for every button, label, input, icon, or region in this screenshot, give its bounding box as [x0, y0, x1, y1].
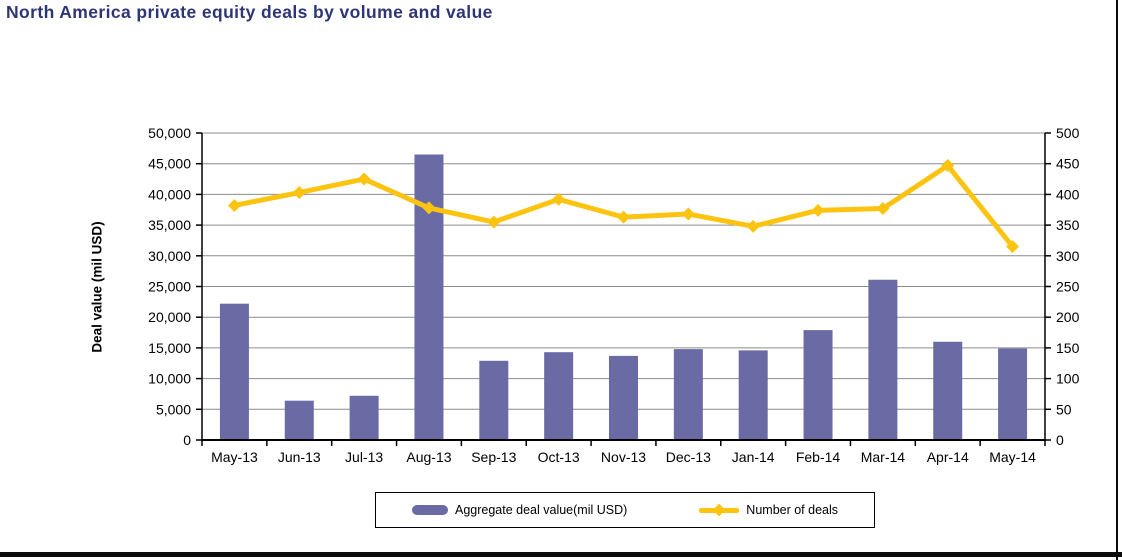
- left-tick-label: 10,000: [148, 371, 191, 387]
- right-tick-label: 300: [1056, 248, 1080, 264]
- marker-Aug-13: [422, 201, 436, 215]
- left-tick-label: 15,000: [148, 340, 191, 356]
- bar-Jul-13: [349, 395, 379, 440]
- bar-Nov-13: [609, 355, 638, 440]
- line-marker-icon: [712, 503, 726, 517]
- x-tick-label: Nov-13: [601, 449, 646, 465]
- x-tick-label: Apr-14: [927, 449, 969, 465]
- right-tick-label: 50: [1056, 401, 1072, 417]
- bar-Jan-14: [738, 350, 768, 440]
- marker-Jun-13: [292, 186, 306, 200]
- right-tick-label: 100: [1056, 371, 1080, 387]
- right-tick-label: 400: [1056, 186, 1080, 202]
- x-tick-label: Mar-14: [861, 449, 906, 465]
- left-tick-label: 35,000: [148, 217, 191, 233]
- bar-May-13: [219, 303, 249, 440]
- marker-Feb-14: [811, 203, 825, 217]
- left-tick-label: 0: [183, 432, 191, 448]
- frame-bottom-border: [0, 552, 1122, 557]
- line-series-swatch: [699, 503, 740, 517]
- frame-right-border: [1116, 0, 1118, 560]
- bar-Mar-14: [868, 279, 898, 440]
- bar-Jun-13: [284, 400, 314, 440]
- x-tick-label: Jan-14: [732, 449, 775, 465]
- marker-May-14: [1006, 240, 1020, 254]
- legend-bar-label: Aggregate deal value(mil USD): [454, 503, 628, 517]
- marker-Jan-14: [746, 219, 760, 233]
- x-tick-label: Aug-13: [406, 449, 451, 465]
- marker-Jul-13: [357, 172, 371, 186]
- x-tick-label: May-13: [211, 449, 258, 465]
- bar-Aug-13: [414, 154, 444, 441]
- legend-item-bar: Aggregate deal value(mil USD): [411, 503, 628, 517]
- left-tick-label: 20,000: [148, 309, 191, 325]
- right-tick-label: 0: [1056, 432, 1064, 448]
- legend-line-label: Number of deals: [746, 503, 839, 517]
- left-tick-label: 50,000: [148, 125, 191, 141]
- right-tick-label: 250: [1056, 279, 1080, 295]
- left-tick-label: 30,000: [148, 248, 191, 264]
- x-tick-label: Jul-13: [345, 449, 383, 465]
- right-tick-label: 350: [1056, 217, 1080, 233]
- x-tick-label: Oct-13: [538, 449, 580, 465]
- right-tick-label: 150: [1056, 340, 1080, 356]
- marker-May-13: [227, 198, 241, 212]
- marker-Dec-13: [681, 207, 695, 221]
- right-tick-label: 200: [1056, 309, 1080, 325]
- left-tick-label: 45,000: [148, 156, 191, 172]
- marker-Apr-14: [941, 159, 955, 173]
- left-tick-label: 25,000: [148, 279, 191, 295]
- x-tick-label: Dec-13: [666, 449, 711, 465]
- bar-May-14: [998, 348, 1028, 440]
- marker-Oct-13: [552, 192, 566, 206]
- bar-Dec-13: [673, 349, 703, 440]
- legend: Aggregate deal value(mil USD) Number of …: [375, 492, 875, 528]
- marker-Sep-13: [487, 215, 501, 229]
- marker-Nov-13: [617, 210, 630, 224]
- left-tick-label: 40,000: [148, 186, 191, 202]
- right-tick-label: 500: [1056, 125, 1080, 141]
- x-tick-label: Feb-14: [796, 449, 841, 465]
- page-title: North America private equity deals by vo…: [6, 2, 493, 22]
- bar-series-swatch: [411, 505, 448, 515]
- deals-line: [231, 163, 1016, 250]
- bar-Feb-14: [803, 330, 833, 440]
- marker-Mar-14: [876, 202, 890, 216]
- bar-Oct-13: [544, 352, 574, 440]
- x-tick-label: Sep-13: [471, 449, 516, 465]
- x-tick-label: May-14: [989, 449, 1036, 465]
- x-tick-label: Jun-13: [278, 449, 321, 465]
- bar-Apr-14: [933, 341, 963, 440]
- left-tick-label: 5,000: [156, 401, 191, 417]
- legend-item-line: Number of deals: [699, 503, 838, 517]
- y-axis-title: Deal value (mil USD): [89, 221, 105, 353]
- right-tick-label: 450: [1056, 156, 1080, 172]
- bar-Sep-13: [479, 360, 509, 440]
